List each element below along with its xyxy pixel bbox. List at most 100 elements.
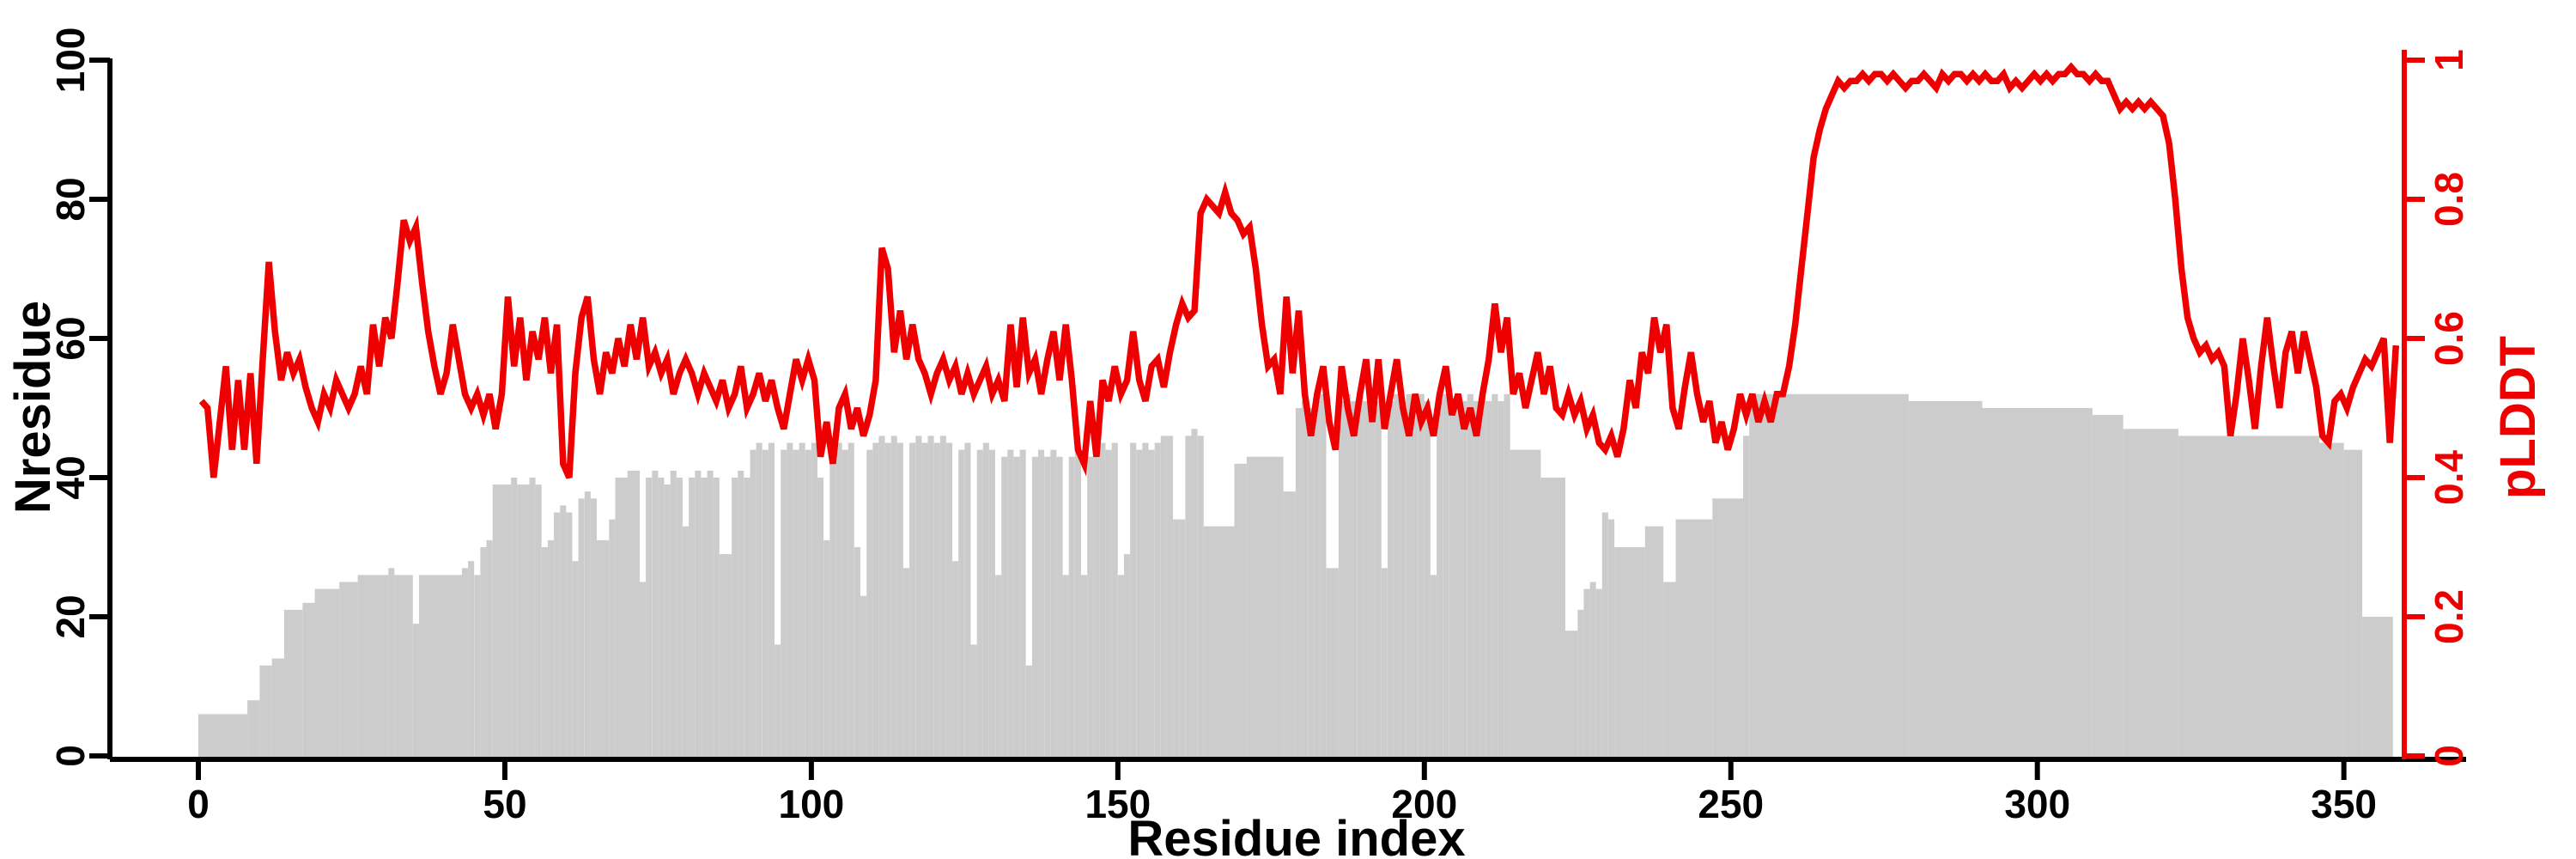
nresidue-bar [1167, 436, 1174, 759]
nresidue-bar [1614, 547, 1645, 759]
nresidue-bar [646, 478, 653, 759]
nresidue-bar [584, 491, 591, 759]
plddt-line-series [198, 62, 2400, 479]
nresidue-bar [1443, 393, 1449, 759]
nresidue-bar [890, 436, 897, 759]
nresidue-bar [1412, 400, 1419, 759]
nresidue-bar [1013, 456, 1020, 759]
y-left-tick-label: 100 [48, 27, 93, 94]
nresidue-bar [775, 644, 781, 759]
nresidue-bar [719, 554, 732, 759]
plddt-line [198, 62, 2400, 479]
nresidue-bar [1363, 400, 1370, 759]
nresidue-bar [732, 478, 738, 759]
nresidue-bar [658, 478, 665, 759]
nresidue-bar [271, 658, 284, 759]
nresidue-bar [1437, 400, 1443, 759]
nresidue-bar [988, 449, 995, 759]
nresidue-bars-series [198, 393, 2393, 759]
nresidue-bar [2319, 442, 2344, 759]
nresidue-bar [1406, 393, 1413, 759]
nresidue-bar [511, 478, 518, 759]
nresidue-bar [952, 561, 959, 759]
nresidue-bar [1302, 400, 1309, 759]
nresidue-bar [1601, 512, 1608, 759]
nresidue-bar [781, 449, 787, 759]
nresidue-bar [946, 442, 953, 759]
nresidue-bar [1025, 665, 1032, 759]
axes-layer: 0 20 40 60 80 100 0 50 100 150 200 250 300 350 0 0.2 0.4… [48, 27, 2471, 826]
x-tick-label: 150 [1084, 782, 1151, 826]
nresidue-bar [578, 498, 585, 759]
nresidue-bar [664, 484, 671, 759]
nresidue-bar [829, 449, 836, 759]
nresidue-bar [1308, 408, 1315, 759]
nresidue-bar [835, 442, 842, 759]
nresidue-bar [615, 478, 628, 759]
x-tick-label: 100 [779, 782, 845, 826]
y-left-tick-label: 20 [48, 594, 93, 638]
nresidue-bar [1246, 456, 1284, 759]
nresidue-bar [1644, 526, 1664, 759]
nresidue-bar [1044, 456, 1051, 759]
nresidue-bar [1148, 449, 1155, 759]
nresidue-bar [1124, 554, 1131, 759]
nresidue-bar [676, 478, 683, 759]
nresidue-bar [1357, 393, 1364, 759]
nresidue-bar [560, 505, 567, 759]
nresidue-bar [1455, 393, 1461, 759]
x-tick-label: 250 [1698, 782, 1764, 826]
nresidue-bar [1388, 400, 1394, 759]
nresidue-bar [1540, 478, 1565, 759]
nresidue-bar [590, 498, 597, 759]
nresidue-bar [1492, 393, 1498, 759]
nresidue-bar [1173, 519, 1180, 759]
nresidue-bar [474, 575, 481, 759]
nresidue-bar [394, 575, 413, 759]
nresidue-bar [927, 436, 934, 759]
nresidue-bar [1007, 449, 1014, 759]
nresidue-bar [1136, 449, 1143, 759]
nresidue-bar [198, 714, 248, 759]
nresidue-bar [2362, 617, 2393, 759]
x-tick-label: 50 [483, 782, 526, 826]
nresidue-bar [976, 449, 983, 759]
y-right-tick-label: 0.6 [2427, 311, 2471, 366]
nresidue-bar [872, 442, 879, 759]
nresidue-bar [1197, 436, 1204, 759]
nresidue-bar [939, 436, 946, 759]
nresidue-bar [339, 582, 358, 759]
nresidue-bar [1400, 400, 1406, 759]
nresidue-bar [744, 478, 750, 759]
nresidue-bar [1191, 429, 1198, 759]
nresidue-bar [1504, 393, 1510, 759]
nresidue-bar [547, 539, 554, 759]
y-right-tick-label: 1 [2427, 49, 2471, 71]
nresidue-bar [1394, 393, 1400, 759]
nresidue-bar [995, 575, 1002, 759]
nresidue-bar [480, 547, 487, 759]
nresidue-bar [2123, 429, 2178, 759]
nresidue-bar [517, 484, 530, 759]
nresidue-bar [683, 526, 690, 759]
nresidue-bar [799, 442, 805, 759]
nresidue-bar [841, 449, 848, 759]
nresidue-bar [811, 442, 817, 759]
nresidue-bar [1179, 519, 1186, 759]
nresidue-bar [492, 484, 512, 759]
nresidue-bar [854, 547, 860, 759]
nresidue-bar [1351, 400, 1358, 759]
nresidue-bar [640, 582, 647, 759]
nresidue-bar [1982, 408, 2093, 759]
nresidue-bar [1117, 575, 1124, 759]
nresidue-bar [1093, 449, 1100, 759]
nresidue-bar [2343, 449, 2363, 759]
nresidue-bar [314, 588, 340, 759]
nresidue-bar [1001, 456, 1008, 759]
nresidue-bar [1479, 393, 1486, 759]
nresidue-bar [933, 442, 940, 759]
nresidue-bar [768, 442, 775, 759]
y-right-axis-title: pLDDT [2490, 336, 2546, 499]
nresidue-bar [1583, 588, 1590, 759]
